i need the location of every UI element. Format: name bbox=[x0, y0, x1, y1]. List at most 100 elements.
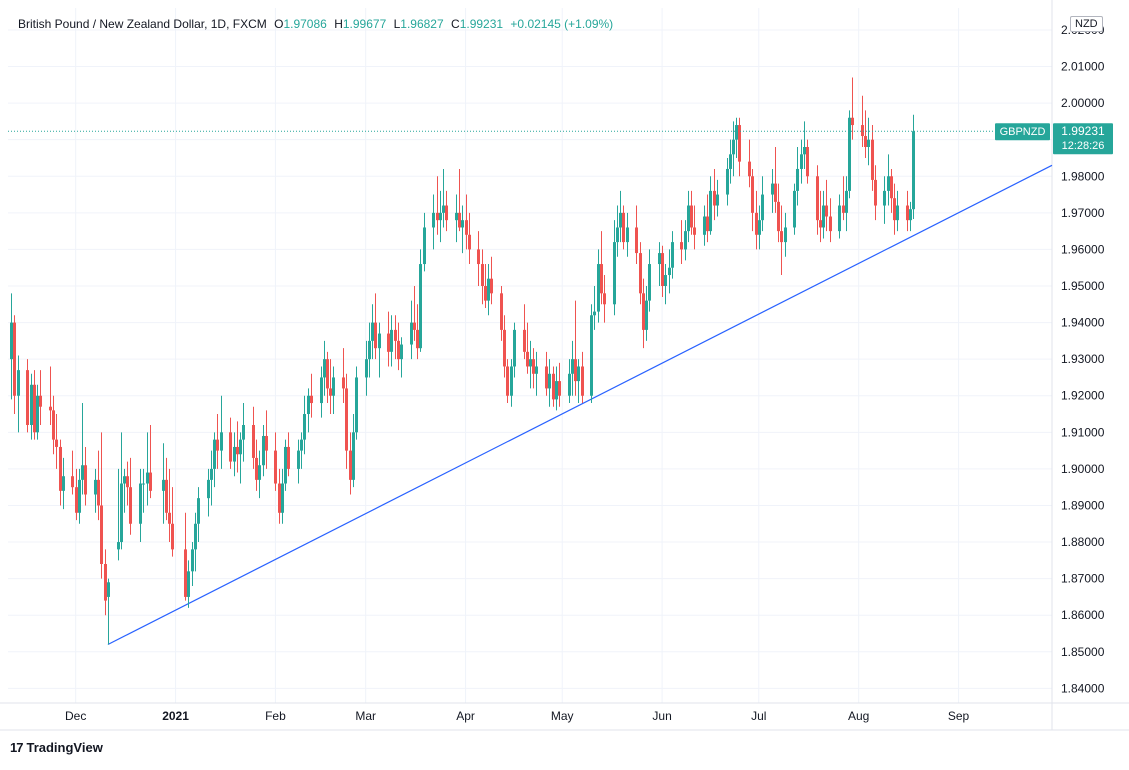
y-tick-label: 1.89000 bbox=[1061, 498, 1105, 512]
candle bbox=[729, 139, 732, 184]
candle-body bbox=[784, 227, 787, 243]
candle bbox=[590, 304, 593, 404]
candle bbox=[890, 168, 893, 213]
candle bbox=[117, 468, 120, 561]
candle bbox=[78, 468, 81, 524]
candle bbox=[600, 231, 603, 305]
candle-body bbox=[680, 242, 683, 250]
candle-body bbox=[126, 476, 129, 488]
candle bbox=[387, 311, 390, 367]
candle bbox=[822, 190, 825, 239]
candle-body bbox=[59, 446, 62, 491]
candle-body bbox=[513, 329, 516, 367]
close-value: 1.99231 bbox=[459, 17, 504, 31]
candle bbox=[574, 300, 577, 396]
candle-body bbox=[896, 205, 899, 221]
candle-body bbox=[442, 205, 445, 213]
candle-body bbox=[912, 131, 915, 210]
candle bbox=[506, 359, 509, 404]
candle bbox=[220, 395, 223, 469]
candle bbox=[838, 194, 841, 239]
candle bbox=[577, 359, 580, 404]
candle-body bbox=[713, 190, 716, 206]
candle bbox=[864, 110, 867, 158]
currency-tag[interactable]: NZD bbox=[1070, 16, 1103, 32]
candle-body bbox=[455, 212, 458, 221]
x-tick-label: Sep bbox=[948, 709, 970, 723]
candle bbox=[75, 468, 78, 521]
candle bbox=[281, 468, 284, 524]
candle bbox=[329, 359, 332, 415]
candle-body bbox=[26, 370, 29, 425]
candle-body bbox=[622, 212, 625, 243]
y-tick-label: 1.84000 bbox=[1061, 681, 1105, 695]
candle-body bbox=[75, 487, 78, 513]
candle bbox=[535, 351, 538, 396]
candle-body bbox=[503, 329, 506, 367]
candle-body bbox=[658, 253, 661, 265]
candle-body bbox=[693, 227, 696, 235]
candle bbox=[390, 315, 393, 367]
candle bbox=[52, 395, 55, 455]
candle bbox=[613, 220, 616, 316]
candle bbox=[816, 165, 819, 235]
candle bbox=[703, 205, 706, 246]
candle bbox=[806, 139, 809, 184]
x-tick-label: Jul bbox=[751, 709, 766, 723]
candle bbox=[142, 468, 145, 513]
candle bbox=[210, 450, 213, 506]
candle bbox=[503, 315, 506, 378]
candle bbox=[571, 340, 574, 396]
candle-body bbox=[661, 253, 664, 286]
candle-body bbox=[671, 242, 674, 268]
y-tick-label: 1.92000 bbox=[1061, 389, 1105, 403]
candle bbox=[751, 168, 754, 232]
candle bbox=[262, 425, 265, 477]
candle-body bbox=[842, 205, 845, 213]
candle-body bbox=[416, 329, 419, 349]
candle bbox=[94, 468, 97, 513]
candle-body bbox=[100, 505, 103, 564]
candle-body bbox=[642, 293, 645, 330]
candle bbox=[490, 256, 493, 305]
candle-body bbox=[352, 432, 355, 480]
candle-body bbox=[239, 439, 242, 455]
candle-body bbox=[526, 351, 529, 367]
candle-body bbox=[668, 267, 671, 276]
tradingview-logo[interactable]: 17 TradingView bbox=[10, 740, 103, 755]
candle-body bbox=[220, 432, 223, 451]
candle bbox=[690, 190, 693, 235]
candle-body bbox=[616, 227, 619, 243]
candle bbox=[825, 179, 828, 232]
candle bbox=[732, 121, 735, 177]
candle-body bbox=[432, 212, 435, 228]
candle bbox=[123, 468, 126, 513]
ticker-tag-label: GBPNZD bbox=[1000, 126, 1046, 138]
trendline bbox=[107, 164, 1053, 646]
candle bbox=[139, 468, 142, 543]
candle-body bbox=[13, 322, 16, 396]
candle-body bbox=[500, 293, 503, 330]
candle-body bbox=[484, 286, 487, 301]
candle bbox=[355, 366, 358, 440]
candle bbox=[874, 165, 877, 221]
candle bbox=[71, 450, 74, 495]
candle-body bbox=[345, 388, 348, 451]
candle-body bbox=[825, 205, 828, 217]
candle bbox=[461, 205, 464, 254]
candle bbox=[191, 542, 194, 586]
candle bbox=[484, 264, 487, 308]
candle-body bbox=[523, 329, 526, 352]
candle bbox=[893, 183, 896, 235]
candle bbox=[265, 410, 268, 469]
candle-body bbox=[803, 147, 806, 155]
candle-body bbox=[33, 384, 36, 433]
candle-body bbox=[545, 366, 548, 389]
candle bbox=[458, 168, 461, 232]
candle-body bbox=[139, 483, 142, 524]
candle bbox=[258, 450, 261, 499]
candle bbox=[413, 286, 416, 341]
candle bbox=[374, 293, 377, 360]
